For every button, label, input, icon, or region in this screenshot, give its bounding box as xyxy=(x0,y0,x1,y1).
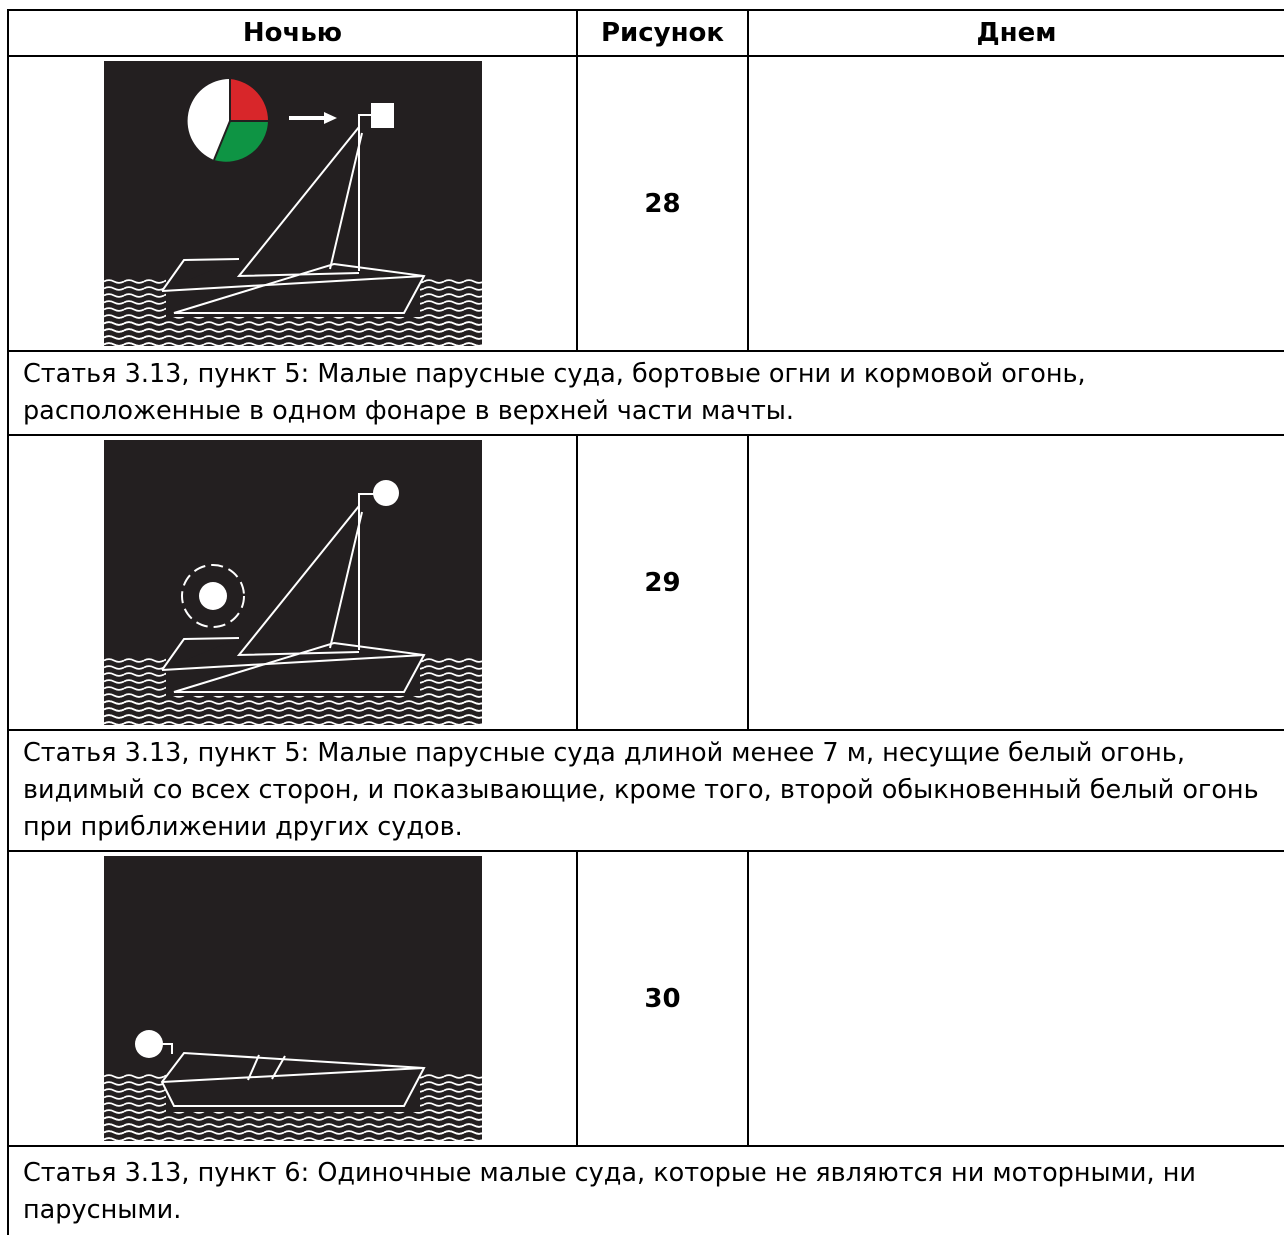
night-cell xyxy=(7,434,578,731)
header-cell: Рисунок xyxy=(576,9,749,57)
combined-lantern xyxy=(187,78,268,162)
occasional-light xyxy=(198,582,227,610)
description: Статья 3.13, пункт 5: Малые парусные суд… xyxy=(7,729,1284,852)
description: Статья 3.13, пункт 6: Одиночные малые су… xyxy=(7,1145,1284,1235)
description-row: Статья 3.13, пункт 5: Малые парусные суд… xyxy=(7,350,1284,436)
masthead-light xyxy=(372,480,399,506)
lantern-bracket xyxy=(357,114,371,125)
figure-number: 28 xyxy=(576,55,749,352)
occasional-light-halo xyxy=(180,564,245,628)
night-cell xyxy=(7,55,578,352)
description-row: Статья 3.13, пункт 6: Одиночные малые су… xyxy=(7,1145,1284,1235)
night-cell xyxy=(7,850,578,1147)
table: Ночью Рисунок Днем 28 Стать xyxy=(7,9,1284,1235)
lantern xyxy=(370,103,394,128)
figure-number: 30 xyxy=(576,850,749,1147)
night-illustration xyxy=(103,61,482,346)
day-cell xyxy=(747,434,1284,731)
white-light xyxy=(134,1030,163,1058)
night-illustration xyxy=(103,440,482,725)
figure-row: 30 xyxy=(7,850,1284,1147)
light-bracket xyxy=(357,493,374,504)
header-cell: Ночью xyxy=(7,9,578,57)
night-illustration xyxy=(103,856,482,1141)
rowboat xyxy=(160,1051,426,1107)
arrow-head xyxy=(323,112,337,124)
rowboat-detail xyxy=(148,1043,424,1083)
day-cell xyxy=(747,850,1284,1147)
header-cell: Днем xyxy=(747,9,1284,57)
figure-number: 29 xyxy=(576,434,749,731)
header-row: Ночью Рисунок Днем xyxy=(7,9,1284,57)
description: Статья 3.13, пункт 5: Малые парусные суд… xyxy=(7,350,1284,436)
day-cell xyxy=(747,55,1284,352)
description-row: Статья 3.13, пункт 5: Малые парусные суд… xyxy=(7,729,1284,852)
figure-row: 29 xyxy=(7,434,1284,731)
figure-row: 28 xyxy=(7,55,1284,352)
